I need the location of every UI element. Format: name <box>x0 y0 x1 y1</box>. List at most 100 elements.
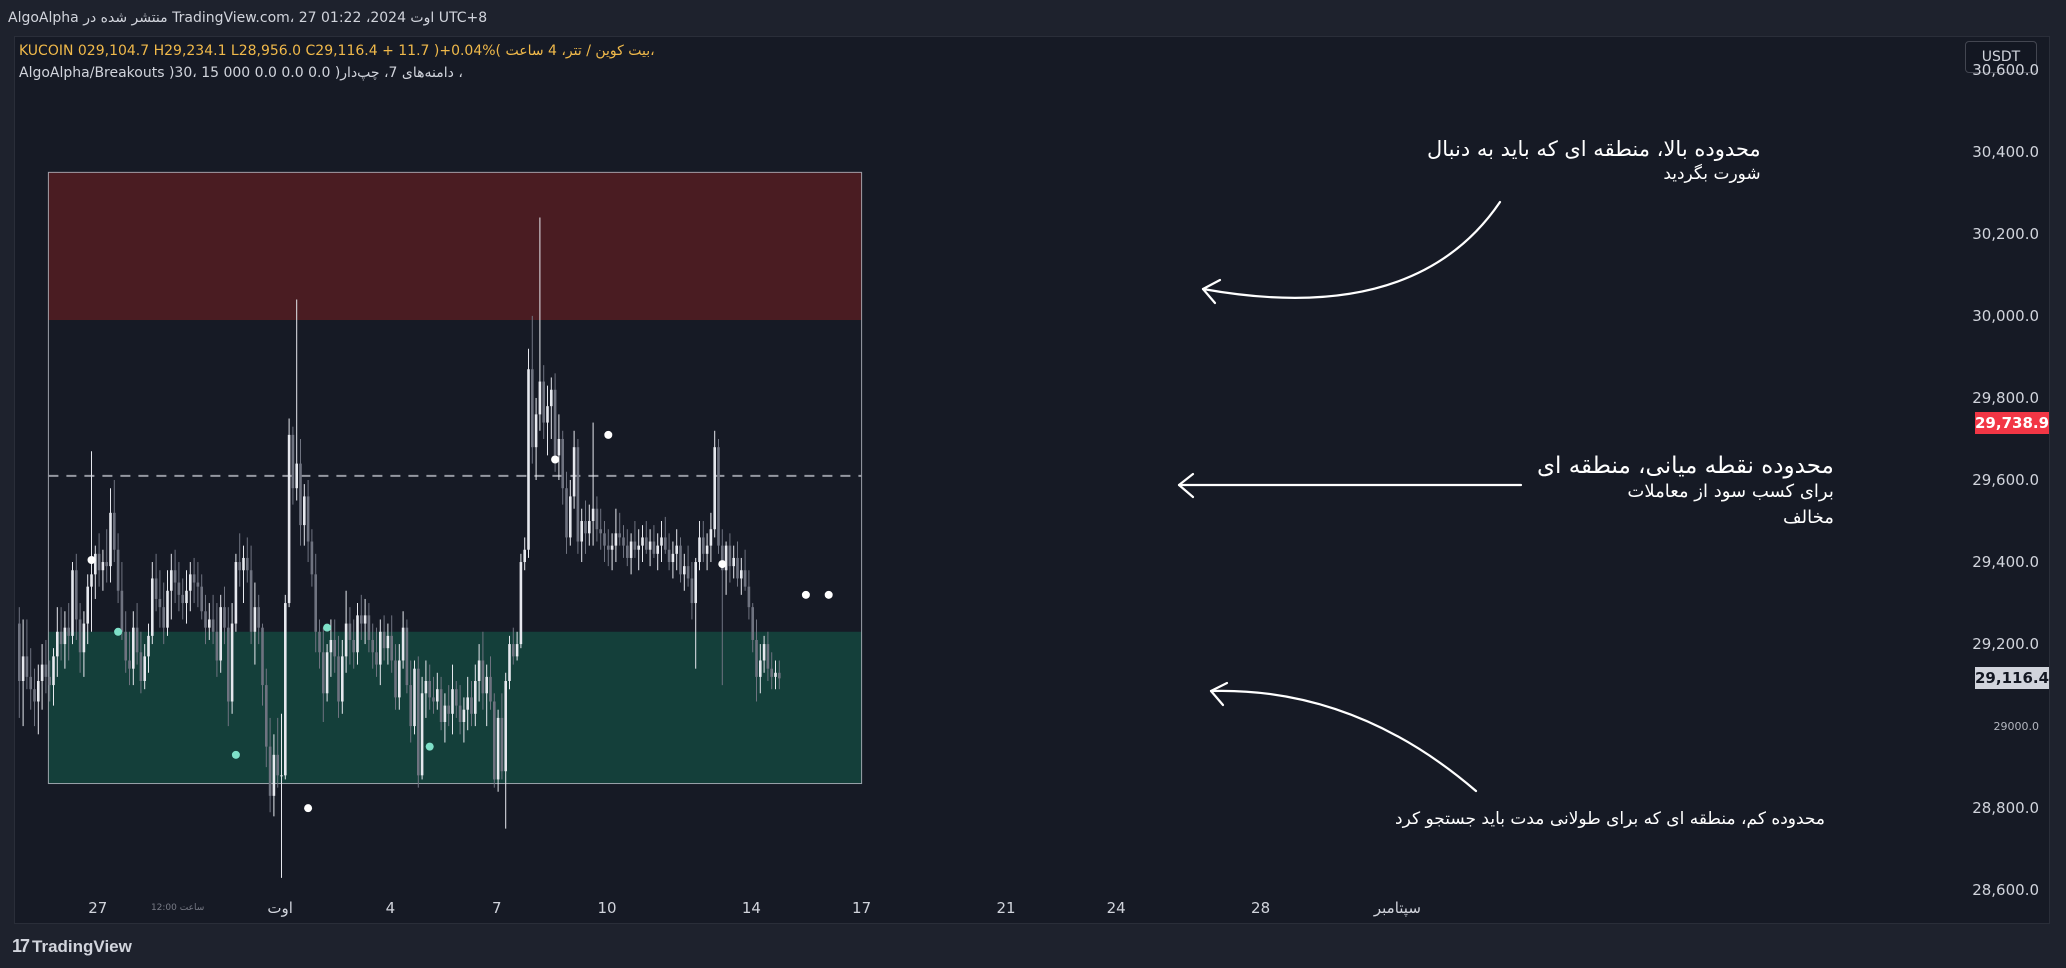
candle-body <box>151 578 154 636</box>
candle-body <box>120 590 124 632</box>
annotation-mid-line-3: مخالف <box>1783 507 1834 528</box>
candle-body <box>135 627 139 653</box>
candle-body <box>462 709 466 723</box>
candle-body <box>21 656 25 681</box>
signal-dot <box>718 560 727 569</box>
price-axis[interactable]: USDT 30,600.0 30,400.0 30,200.0 30,000.0 29,… <box>1965 37 2049 923</box>
candle-body <box>227 627 230 702</box>
candle-body <box>679 545 682 575</box>
candle-body <box>192 574 196 583</box>
candle-body <box>717 447 720 546</box>
y-tick-label: 29,200.0 <box>1972 635 2039 654</box>
candle-body <box>546 406 549 423</box>
y-tick-label: 30,200.0 <box>1972 224 2039 243</box>
currency-button[interactable]: USDT <box>1965 41 2037 73</box>
candle-body <box>246 557 249 571</box>
candle-body <box>208 619 211 628</box>
y-tick-label: 28,800.0 <box>1972 799 2039 818</box>
candle-body <box>645 537 648 550</box>
candle-body <box>436 689 439 702</box>
candle-body <box>732 557 735 567</box>
candle-body <box>721 545 724 571</box>
candle-body <box>56 631 59 657</box>
candle-body <box>736 557 739 579</box>
x-tick-label: 4 <box>385 899 396 917</box>
x-tick-label: 28 <box>1251 899 1271 917</box>
candle-body <box>610 545 614 550</box>
candle-body <box>557 438 561 456</box>
candle-body <box>86 586 89 624</box>
candle-body <box>618 533 621 538</box>
candle-body <box>652 541 656 554</box>
tradingview-logo[interactable]: 17 TradingView <box>12 936 132 957</box>
candle-body <box>67 627 70 636</box>
candle-body <box>561 438 564 489</box>
candle-body <box>71 570 74 636</box>
chart-area[interactable]: KUCOIN 029,104.7 H29,234.1 L28,956.0 C29… <box>14 36 2050 924</box>
candle-body <box>724 545 728 571</box>
candle-body <box>603 533 606 546</box>
candle-body <box>40 664 44 681</box>
x-tick-label: سپتامبر <box>1373 899 1421 917</box>
candle-body <box>743 570 747 587</box>
x-tick-label: 21 <box>996 899 1016 917</box>
candle-body <box>295 463 298 489</box>
candle-body <box>78 619 82 653</box>
candle-body <box>770 668 773 677</box>
candle-body <box>314 574 317 632</box>
published-header: AlgoAlpha منتشر شده در TradingView.com، … <box>0 0 2066 36</box>
candle-body <box>257 607 260 628</box>
candle-body <box>656 545 659 554</box>
candle-body <box>238 562 241 571</box>
candle-body <box>363 615 367 624</box>
candle-body <box>322 652 325 694</box>
candle-body <box>303 496 306 526</box>
bottom-zone <box>48 631 862 784</box>
candle-body <box>242 557 245 571</box>
tradingview-mark-icon: 17 <box>12 936 30 956</box>
candle-body <box>481 660 485 694</box>
candle-body <box>219 607 222 661</box>
y-tick-label: 30,000.0 <box>1972 306 2039 325</box>
candle-body <box>428 680 431 698</box>
ohlc-legend: KUCOIN 029,104.7 H29,234.1 L28,956.0 C29… <box>19 43 655 59</box>
candle-body <box>348 623 352 640</box>
arrow-top-head <box>1201 278 1222 305</box>
y-tick-label: 29,800.0 <box>1972 388 2039 407</box>
candle-body <box>211 619 215 632</box>
price-chart[interactable] <box>15 37 1973 923</box>
candle-body <box>523 549 526 563</box>
candle-body <box>683 566 686 575</box>
candle-body <box>778 672 781 679</box>
x-tick-label: 17 <box>852 899 872 917</box>
candle-body <box>261 627 264 686</box>
arrow-top-curve <box>1201 200 1502 299</box>
y-tick-label: 30,400.0 <box>1972 142 2039 161</box>
candle-body <box>375 652 378 665</box>
x-tick-label: اوت <box>267 899 293 917</box>
signal-dot <box>604 430 613 439</box>
x-tick-label: 27 <box>88 899 108 917</box>
published-text: AlgoAlpha منتشر شده در TradingView.com، … <box>8 10 488 26</box>
annotation-top-zone: محدوده بالا، منطقه ای که باید به دنبال ش… <box>1427 137 1761 187</box>
candle-body <box>420 693 424 776</box>
annotation-bottom-zone: محدوده کم، منطقه ای که برای طولانی مدت ب… <box>1395 809 1825 829</box>
candle-body <box>588 521 591 534</box>
candle-body <box>181 594 184 604</box>
candle-body <box>614 533 618 546</box>
candle-body <box>75 570 78 620</box>
candle-body <box>534 414 538 448</box>
y-tick-label: 29000.0 <box>1993 720 2040 734</box>
candle-body <box>329 639 333 653</box>
candle-body <box>158 598 162 608</box>
candle-body <box>572 447 576 497</box>
candle-body <box>265 685 268 747</box>
candle-body <box>287 434 291 604</box>
candle-body <box>584 521 587 534</box>
candle-body <box>109 512 112 567</box>
footer: 17 TradingView <box>0 924 2066 968</box>
candle-body <box>489 676 492 702</box>
candle-body <box>599 529 602 534</box>
candle-body <box>405 627 409 686</box>
tradingview-brand: TradingView <box>32 937 132 956</box>
